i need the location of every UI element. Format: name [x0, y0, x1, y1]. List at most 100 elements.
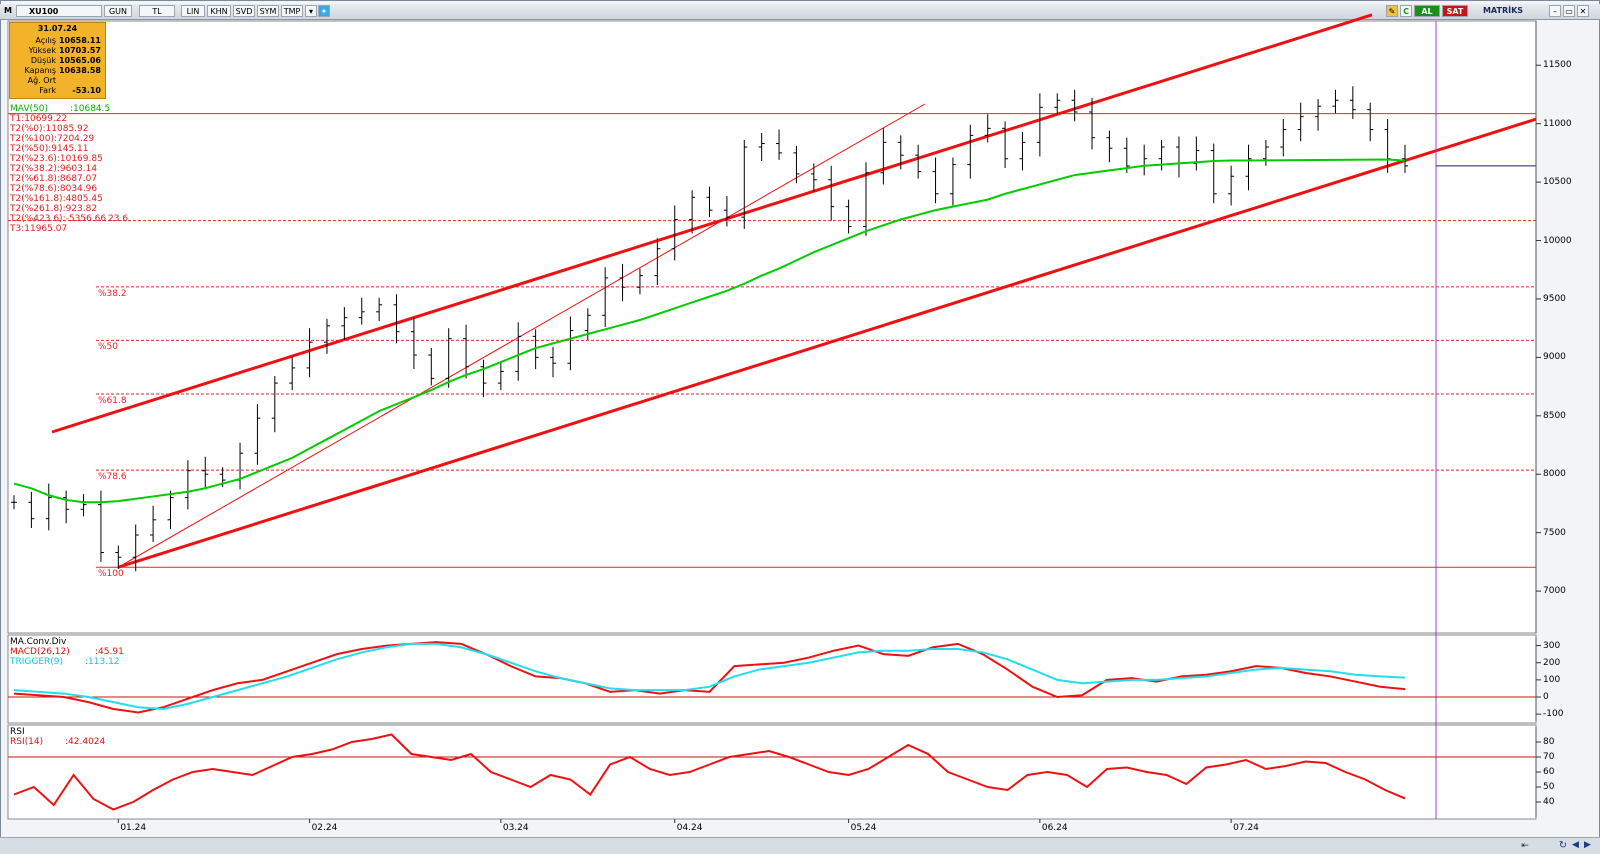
info-row: Açılış 10658.11: [10, 36, 105, 46]
fib-level-label: %38.2: [98, 288, 127, 299]
series-line: [13, 642, 1406, 711]
toolbar-button-lin[interactable]: LIN: [181, 5, 205, 17]
fib-list-item: T2(%423.6):-5356.66: [10, 214, 107, 224]
price-bar: [1228, 165, 1235, 206]
price-bar: [254, 404, 261, 465]
arrow-right-icon[interactable]: ▶: [1584, 840, 1591, 850]
info-date: 31.07.24: [37, 24, 78, 33]
price-bar: [497, 360, 504, 391]
price-bar: [880, 128, 887, 185]
toolbar-button-gun[interactable]: GUN: [104, 5, 132, 17]
price-bar: [810, 163, 817, 192]
info-row-label: Açılış: [35, 36, 56, 45]
toolbar-button-sym[interactable]: SYM: [257, 5, 279, 17]
price-bar: [532, 329, 539, 370]
price-bar: [1349, 86, 1356, 119]
price-bar: [758, 133, 765, 162]
symbol-field[interactable]: XU100: [16, 5, 102, 17]
y-tick-label: 11500: [1543, 60, 1572, 71]
info-row: Ağ. Ort: [10, 76, 105, 86]
price-bar: [1002, 121, 1009, 169]
fib-list-item: T2(%78.6):8034.96: [10, 184, 98, 194]
price-bar: [567, 316, 574, 371]
x-tick-label: 01.24: [120, 823, 147, 833]
price-bar: [63, 490, 70, 524]
info-row-label: Ağ. Ort: [27, 76, 56, 85]
price-bar: [150, 505, 157, 543]
refresh-icon[interactable]: ↻: [1558, 840, 1568, 851]
price-bar: [11, 495, 17, 510]
price-bar: [167, 490, 174, 530]
y-tick-label: 100: [1543, 674, 1561, 685]
info-row: Yüksek 10703.57: [10, 46, 105, 56]
info-row-label: Fark: [39, 86, 56, 95]
price-bar: [376, 297, 383, 322]
y-tick-label: 9500: [1543, 293, 1566, 304]
price-bar: [915, 144, 922, 179]
price-bar: [932, 157, 939, 204]
fib-level-label: %50: [98, 342, 119, 353]
y-tick-label: 8500: [1543, 410, 1566, 421]
y-tick-label: 40: [1543, 797, 1555, 807]
y-tick-label: 60: [1543, 767, 1555, 777]
minimize-icon[interactable]: –: [1549, 5, 1561, 17]
info-row-value: 10658.11: [58, 36, 101, 45]
x-tick-label: 02.24: [311, 823, 338, 833]
macd-value: :45.91: [95, 647, 124, 657]
restore-icon[interactable]: ▭: [1563, 5, 1575, 17]
price-bar: [1054, 93, 1061, 115]
sell-button[interactable]: SAT: [1442, 5, 1468, 17]
y-tick-label: 200: [1543, 657, 1561, 668]
price-bar: [1245, 144, 1252, 191]
price-bar: [949, 157, 956, 206]
price-bar: [793, 145, 800, 184]
stray-fib-label: 23.6: [108, 214, 129, 224]
y-tick-label: 10000: [1543, 235, 1572, 246]
fib-list-item: T2(%0):11085.92: [10, 124, 89, 134]
price-bar: [1297, 102, 1304, 142]
price-bar: [306, 328, 313, 378]
buy-button[interactable]: AL: [1414, 5, 1440, 17]
price-bar: [1089, 97, 1096, 150]
price-panel: [7, 20, 1537, 634]
macd-title: MA.Conv.Div: [10, 637, 67, 647]
info-row-label: Kapanış: [24, 66, 56, 75]
macd-panel: [7, 634, 1537, 724]
menu-button[interactable]: M: [4, 6, 12, 15]
pencil-icon[interactable]: ✎: [1386, 5, 1398, 17]
price-bar: [28, 491, 35, 528]
trigger-name: TRIGGER(9): [10, 657, 64, 667]
close-icon[interactable]: ✕: [1577, 5, 1589, 17]
x-tick-label: 06.24: [1041, 823, 1068, 833]
scroll-left-icon[interactable]: ⇤: [1521, 841, 1529, 851]
macd-name: MACD(26,12): [10, 647, 70, 657]
ohlc-info-box: 31.07.24 Açılış 10658.11 Yüksek 10703.57 Düş…: [9, 22, 106, 99]
lower-trend-line: [117, 117, 1537, 569]
price-bar: [132, 524, 139, 572]
info-row: Kapanış 10638.58: [10, 66, 105, 76]
info-row: Fark -53.10: [10, 86, 105, 96]
toolbar-button-khn[interactable]: KHN: [207, 5, 231, 17]
refresh-button[interactable]: C: [1400, 5, 1412, 17]
price-bar: [480, 359, 487, 398]
rsi-legend: RSI(14) :42.4024: [10, 737, 105, 747]
price-bar: [862, 162, 869, 236]
arrow-left-icon[interactable]: ◀: [1572, 840, 1579, 850]
toolbar-button-tmp[interactable]: TMP: [281, 5, 303, 17]
mav-name: MAV(50): [10, 104, 48, 114]
price-bar: [115, 545, 122, 569]
triangle-down-icon[interactable]: ▾: [305, 5, 317, 17]
toolbar-button-svd[interactable]: SVD: [233, 5, 255, 17]
mav-value: :10684.5: [70, 104, 111, 114]
price-bar: [410, 317, 417, 370]
y-tick-label: 11000: [1543, 118, 1572, 129]
fib-list-item: T2(%261.8):923.82: [10, 204, 98, 214]
toolbar-button-tl[interactable]: TL: [139, 5, 175, 17]
price-bar: [776, 129, 783, 160]
bird-icon[interactable]: ✦: [318, 5, 330, 17]
price-bar: [184, 460, 191, 510]
info-row-value: 10703.57: [58, 46, 101, 55]
y-tick-label: 9000: [1543, 352, 1566, 363]
brand-logo: MATRİKS: [1482, 6, 1524, 15]
